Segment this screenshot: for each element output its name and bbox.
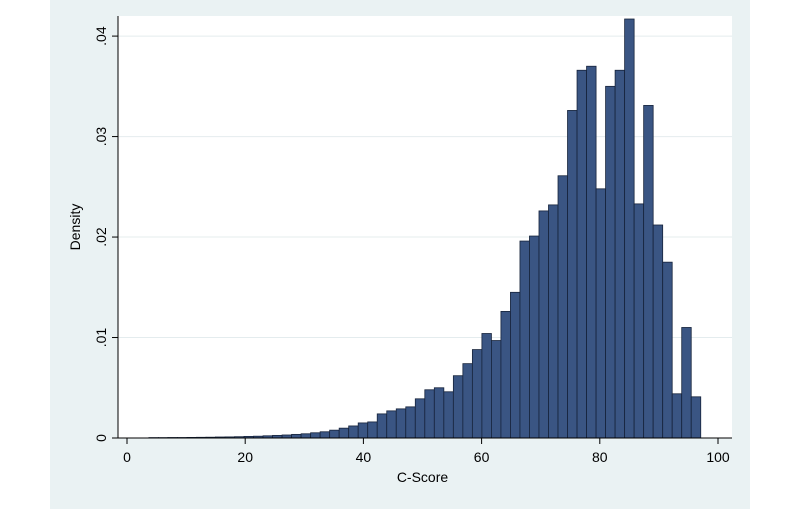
- histogram-bar: [491, 340, 502, 439]
- histogram-bar: [395, 408, 407, 439]
- x-axis-ticks: 0 20 40 60 80 100: [123, 438, 730, 465]
- histogram-bar: [310, 432, 321, 439]
- histogram-bar: [605, 85, 616, 439]
- histogram-bar: [681, 327, 692, 439]
- histogram-bar: [386, 410, 397, 439]
- histogram-bar: [424, 389, 435, 439]
- histogram-bar: [319, 431, 331, 439]
- histogram-bar: [414, 398, 426, 439]
- histogram-bar: [624, 18, 635, 439]
- axes: [117, 16, 732, 439]
- y-axis-ticks: 0 .01 .02 .03 .04: [93, 26, 118, 442]
- histogram-bar: [405, 406, 416, 439]
- histogram-bar: [462, 363, 473, 439]
- histogram-bar: [538, 210, 549, 439]
- y-tick-label: 0: [93, 434, 109, 442]
- histogram-bar: [291, 433, 302, 439]
- histogram-bar: [510, 291, 521, 439]
- y-tick-label: .04: [93, 26, 109, 46]
- histogram-bar: [586, 65, 597, 439]
- histogram-bar: [481, 333, 492, 439]
- histogram-bar: [452, 375, 464, 439]
- x-tick-label: 0: [123, 449, 131, 465]
- histogram-bar: [519, 240, 530, 439]
- histogram-bar: [643, 105, 654, 439]
- histogram-bar: [567, 110, 578, 439]
- histogram-bar: [348, 425, 359, 439]
- x-axis-title: C-Score: [397, 469, 449, 485]
- chart-frame: 0 20 40 60 80 100 0 .01 .02 .03 .04 C-Score Densi…: [50, 0, 750, 509]
- x-tick-label: 60: [474, 449, 490, 465]
- histogram-bar: [329, 429, 340, 439]
- histogram-bar: [557, 175, 568, 439]
- histogram-bar: [548, 204, 559, 439]
- histogram-bar: [500, 310, 511, 439]
- histogram-bar: [300, 433, 312, 439]
- histogram-bar: [576, 69, 587, 439]
- y-tick-label: .02: [93, 227, 109, 247]
- histogram-bar: [357, 422, 369, 439]
- histogram-bar: [443, 391, 454, 439]
- histogram-bar: [376, 413, 388, 439]
- histogram-bar: [671, 393, 683, 439]
- x-tick-label: 40: [356, 449, 372, 465]
- x-tick-label: 80: [592, 449, 608, 465]
- histogram-bar: [652, 224, 664, 439]
- histogram-bar: [690, 396, 702, 439]
- x-tick-label: 20: [237, 449, 253, 465]
- histogram-chart: 0 20 40 60 80 100 0 .01 .02 .03 .04 C-Score Densi…: [50, 0, 750, 509]
- histogram-bar: [433, 387, 445, 439]
- histogram-bar: [529, 235, 540, 439]
- histogram-bar: [614, 69, 626, 439]
- histogram-bar: [471, 349, 483, 439]
- y-tick-label: .03: [93, 127, 109, 147]
- x-tick-label: 100: [706, 449, 730, 465]
- histogram-bar: [662, 261, 673, 439]
- y-axis-title: Density: [67, 204, 83, 251]
- histogram-bar: [633, 203, 645, 439]
- histogram-bar: [338, 427, 350, 439]
- histogram-bar: [595, 188, 606, 439]
- histogram-bar: [367, 421, 378, 439]
- y-tick-label: .01: [93, 328, 109, 348]
- bars: [148, 18, 702, 439]
